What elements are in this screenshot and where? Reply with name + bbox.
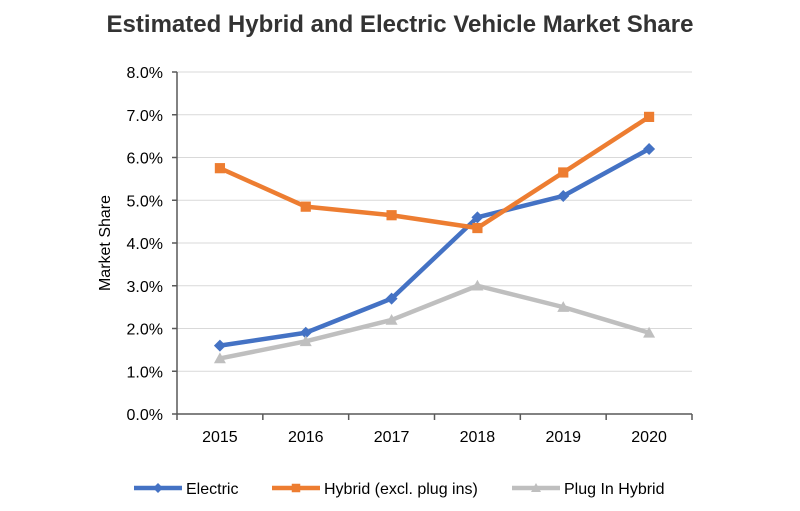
y-tick-label: 0.0% — [127, 407, 163, 424]
data-point — [386, 210, 397, 221]
x-tick-label: 2015 — [202, 429, 238, 446]
x-tick-label: 2019 — [545, 429, 581, 446]
data-point — [153, 483, 163, 493]
data-point — [557, 189, 570, 202]
data-point — [385, 313, 398, 325]
data-point — [385, 292, 398, 305]
data-point — [643, 326, 656, 338]
legend-item: Electric — [134, 481, 238, 498]
y-tick-label: 2.0% — [127, 322, 163, 339]
data-point — [471, 279, 484, 291]
y-tick-label: 3.0% — [127, 279, 163, 296]
y-tick-label: 5.0% — [127, 193, 163, 210]
data-point — [213, 339, 226, 352]
x-tick-label: 2016 — [288, 429, 324, 446]
y-tick-label: 6.0% — [127, 151, 163, 168]
series-2 — [213, 279, 656, 364]
series-line — [217, 283, 652, 361]
data-point — [531, 483, 541, 492]
y-axis-label: Market Share — [97, 195, 114, 291]
legend-label: Hybrid (excl. plug ins) — [324, 481, 478, 498]
axes: 0.0% 1.0% 2.0% 3.0% 4.0% 5.0% 6.0% 7.0% 8.0% 2015… — [127, 65, 693, 446]
data-point — [299, 326, 312, 339]
chart-title: Estimated Hybrid and Electric Vehicle Ma… — [107, 11, 694, 38]
series-lines — [213, 111, 656, 364]
data-point — [471, 211, 484, 224]
data-point — [557, 301, 570, 312]
x-tick-label: 2020 — [631, 429, 667, 446]
data-point — [643, 142, 656, 155]
y-tick-label: 1.0% — [127, 364, 163, 381]
data-point — [472, 222, 483, 234]
y-tick-label: 4.0% — [127, 236, 163, 253]
x-tick-label: 2017 — [374, 429, 410, 446]
data-point — [214, 163, 226, 174]
series-line — [217, 114, 652, 231]
legend-label: Plug In Hybrid — [564, 481, 665, 498]
series-0 — [213, 142, 656, 352]
gridlines — [177, 71, 692, 372]
x-tick-label: 2018 — [460, 429, 496, 446]
data-point — [558, 167, 569, 178]
data-point — [300, 201, 311, 212]
data-point — [299, 335, 312, 347]
series-1 — [214, 111, 655, 234]
data-point — [213, 352, 226, 364]
legend-item: Plug In Hybrid — [512, 481, 665, 498]
legend: Electric Hybrid (excl. plug ins) Plug In H… — [134, 481, 665, 498]
legend-label: Electric — [186, 481, 238, 498]
legend-item: Hybrid (excl. plug ins) — [272, 481, 478, 498]
series-line — [217, 146, 652, 348]
y-tick-label: 8.0% — [127, 65, 163, 82]
data-point — [291, 483, 301, 493]
y-tick-label: 7.0% — [127, 108, 163, 125]
data-point — [643, 111, 655, 122]
